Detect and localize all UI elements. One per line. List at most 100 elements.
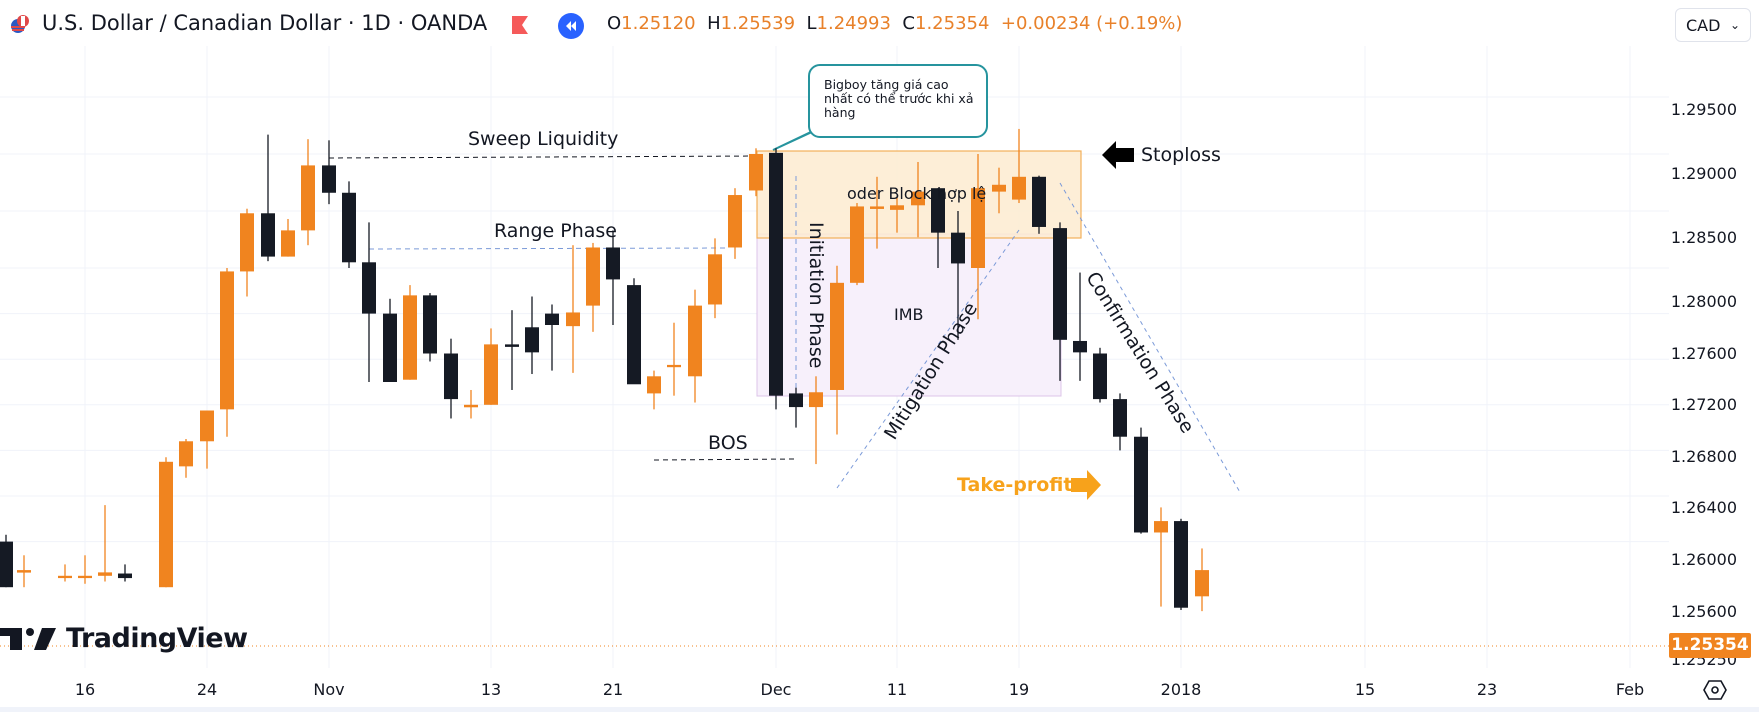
- candle[interactable]: [17, 555, 31, 588]
- candle[interactable]: [362, 222, 376, 382]
- candle[interactable]: [1073, 272, 1087, 381]
- candle[interactable]: [911, 161, 925, 238]
- candle[interactable]: [301, 139, 315, 246]
- candle[interactable]: [769, 148, 783, 410]
- ohlc-values: O1.25120 H1.25539 L1.24993 C1.25354 +0.0…: [607, 13, 1182, 34]
- confirmation-line[interactable]: [1059, 182, 1242, 495]
- candle[interactable]: [667, 322, 681, 396]
- tradingview-wordmark: TradingView: [66, 622, 248, 654]
- candle[interactable]: [566, 245, 580, 373]
- stoploss-label[interactable]: Stoploss: [1141, 144, 1221, 166]
- imbalance-zone: [756, 233, 1062, 397]
- candle[interactable]: [281, 218, 295, 257]
- sweep-liquidity-label[interactable]: Sweep Liquidity: [468, 128, 619, 150]
- close-label: C: [902, 13, 915, 34]
- range-phase-line[interactable]: [368, 247, 728, 250]
- price-label: 1.29500: [1670, 100, 1737, 119]
- sweep-liquidity-line[interactable]: [328, 155, 758, 159]
- order-block-zone[interactable]: [756, 150, 1082, 239]
- bos-label[interactable]: BOS: [708, 432, 748, 454]
- candle[interactable]: [261, 134, 275, 262]
- range-phase-label[interactable]: Range Phase: [494, 220, 617, 242]
- candle[interactable]: [240, 208, 254, 297]
- candle[interactable]: [200, 410, 214, 469]
- candle[interactable]: [830, 265, 844, 435]
- candle[interactable]: [545, 304, 559, 371]
- candle[interactable]: [1134, 427, 1148, 534]
- candle[interactable]: [98, 505, 112, 582]
- candle[interactable]: [78, 555, 92, 584]
- callout-note[interactable]: Bigboy tăng giá cao nhất có thể trước kh…: [808, 64, 988, 138]
- candle[interactable]: [1032, 175, 1046, 234]
- tradingview-logo[interactable]: TradingView: [0, 620, 248, 656]
- rewind-button[interactable]: [558, 13, 584, 39]
- candle[interactable]: [342, 181, 356, 268]
- stoploss-arrow-icon: [1102, 141, 1134, 169]
- usd-cad-flag-icon: [11, 15, 29, 33]
- candle[interactable]: [464, 389, 478, 419]
- initiation-phase-label[interactable]: Initiation Phase: [805, 222, 827, 369]
- candle[interactable]: [322, 140, 336, 205]
- candle[interactable]: [586, 242, 600, 332]
- candle[interactable]: [58, 564, 72, 582]
- candle[interactable]: [484, 328, 498, 405]
- candle[interactable]: [0, 534, 13, 588]
- low-label: L: [806, 13, 817, 34]
- take-profit-label[interactable]: Take-profit: [957, 474, 1073, 496]
- candle[interactable]: [220, 268, 234, 437]
- price-label: 1.28500: [1670, 228, 1737, 247]
- candle[interactable]: [423, 293, 437, 362]
- candle[interactable]: [1174, 518, 1188, 610]
- candle[interactable]: [688, 289, 702, 403]
- time-label: 2018: [1160, 680, 1202, 699]
- chart-settings-icon[interactable]: [1702, 677, 1728, 703]
- candle[interactable]: [179, 439, 193, 478]
- time-label: Feb: [1615, 680, 1645, 699]
- candle[interactable]: [525, 296, 539, 375]
- candle[interactable]: [627, 278, 641, 385]
- candle[interactable]: [850, 203, 864, 286]
- imb-label[interactable]: IMB: [894, 305, 924, 324]
- bos-line[interactable]: [653, 458, 797, 461]
- candle[interactable]: [890, 197, 904, 233]
- candle[interactable]: [118, 564, 132, 582]
- current-price-tag: 1.25354: [1669, 633, 1751, 658]
- candle[interactable]: [505, 310, 519, 390]
- candle[interactable]: [159, 457, 173, 588]
- candle[interactable]: [1195, 548, 1209, 612]
- candle[interactable]: [1093, 347, 1107, 403]
- close-value: 1.25354: [915, 13, 990, 34]
- price-label: 1.27200: [1670, 395, 1737, 414]
- order-block-label[interactable]: oder Block hợp lệ: [847, 184, 987, 203]
- candle[interactable]: [444, 338, 458, 419]
- candle[interactable]: [870, 176, 884, 249]
- candle[interactable]: [992, 167, 1006, 214]
- time-label: 11: [886, 680, 908, 699]
- candle[interactable]: [971, 154, 985, 320]
- candle[interactable]: [1012, 128, 1026, 204]
- candle[interactable]: [1113, 393, 1127, 451]
- candle[interactable]: [403, 285, 417, 380]
- candle[interactable]: [708, 238, 722, 319]
- candles: [0, 128, 1209, 612]
- candle[interactable]: [931, 188, 945, 268]
- time-label: Nov: [313, 680, 345, 699]
- candle[interactable]: [1053, 222, 1067, 381]
- red-flag-icon[interactable]: [510, 16, 530, 34]
- symbol-title[interactable]: U.S. Dollar / Canadian Dollar · 1D · OAN…: [42, 11, 488, 35]
- candle[interactable]: [789, 387, 803, 428]
- high-value: 1.25539: [720, 13, 796, 34]
- candle[interactable]: [728, 188, 742, 259]
- time-label: 16: [74, 680, 96, 699]
- price-label: 1.28000: [1670, 292, 1737, 311]
- candle[interactable]: [606, 230, 620, 325]
- currency-select[interactable]: CAD ⌄: [1675, 8, 1751, 42]
- candle[interactable]: [647, 370, 661, 410]
- time-label: 21: [602, 680, 624, 699]
- candle[interactable]: [951, 211, 965, 340]
- candle[interactable]: [809, 376, 823, 465]
- candle[interactable]: [749, 148, 763, 197]
- candle[interactable]: [1154, 507, 1168, 607]
- candle[interactable]: [383, 298, 397, 382]
